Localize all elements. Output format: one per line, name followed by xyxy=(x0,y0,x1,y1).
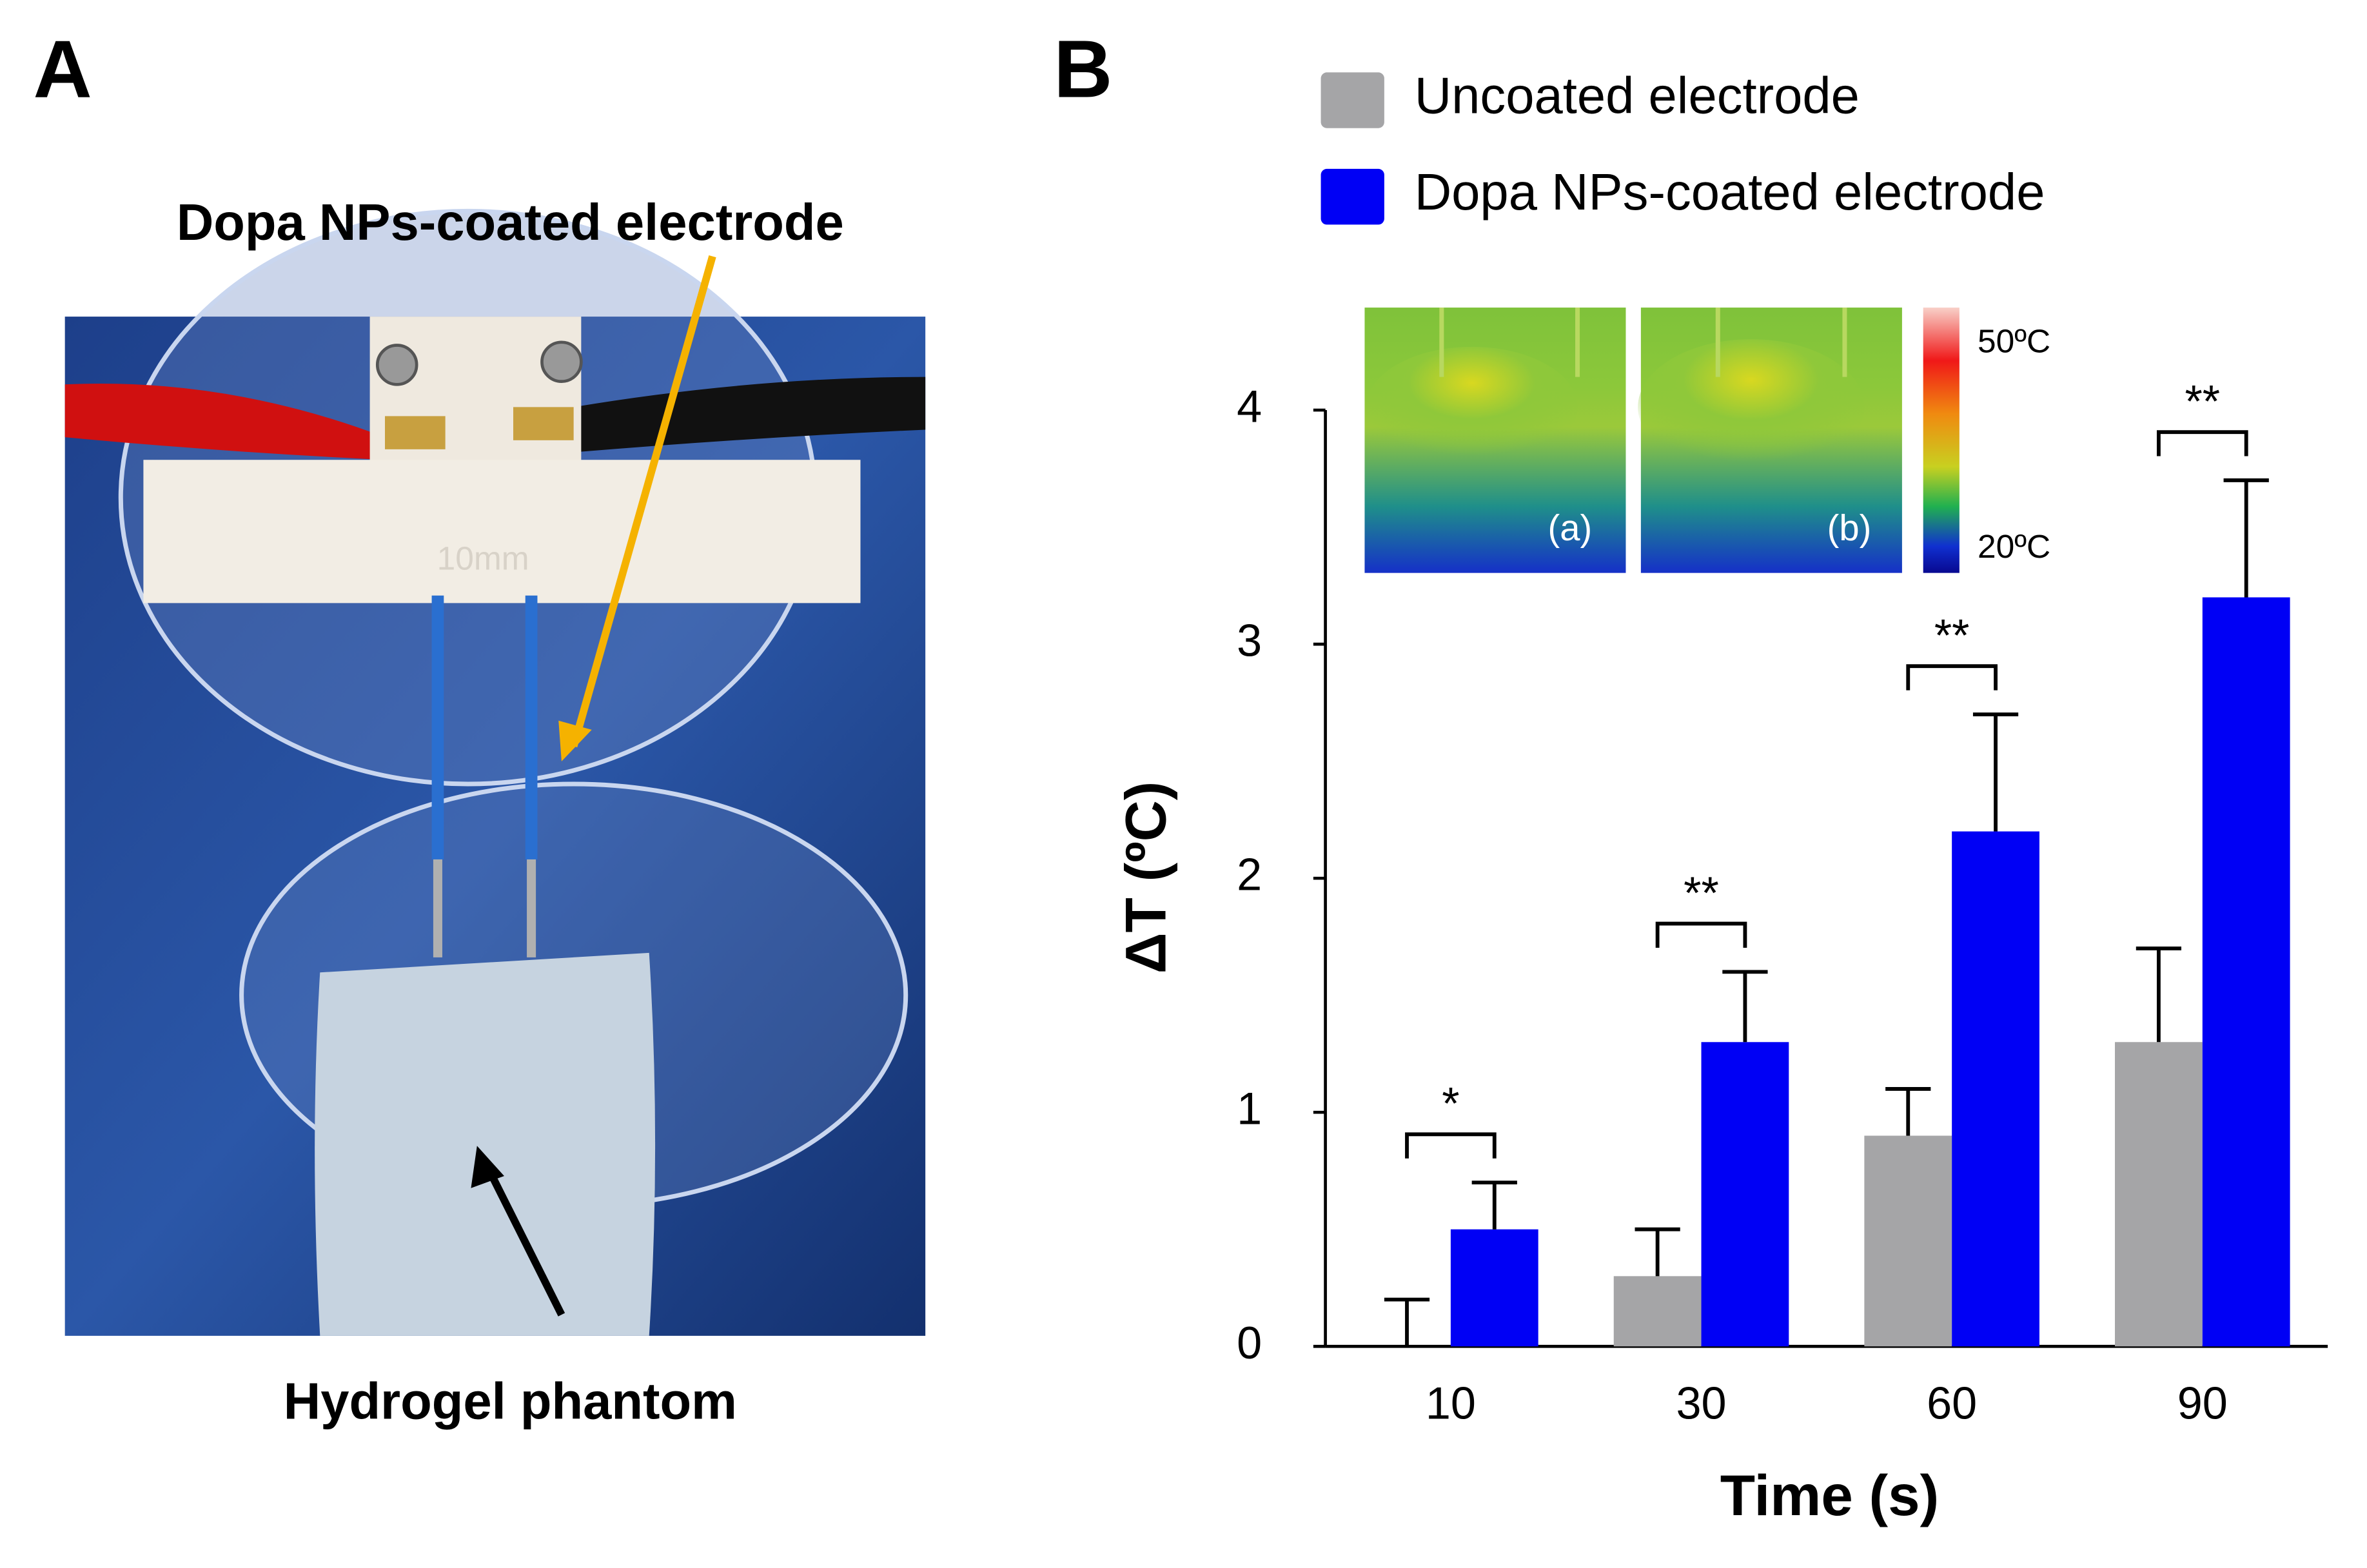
scale-label: 20ºC xyxy=(1978,527,2050,565)
scale-label: 50ºC xyxy=(1978,322,2050,360)
inset-label: (a) xyxy=(1548,507,1593,548)
y-axis-title: ΔT (ºC) xyxy=(1114,781,1177,974)
thermal-inset xyxy=(1364,308,1959,573)
legend-label: Dopa NPs-coated electrode xyxy=(1415,163,2045,220)
error-bar xyxy=(1471,1181,1517,1230)
bar xyxy=(1952,831,2039,1347)
x-tick-label: 10 xyxy=(1426,1377,1476,1428)
panel-label: A xyxy=(34,23,92,114)
photo-label: Hydrogel phantom xyxy=(284,1372,737,1429)
bar xyxy=(2202,597,2290,1347)
bar xyxy=(2115,1042,2203,1347)
error-bar xyxy=(2223,478,2269,598)
x-tick-label: 60 xyxy=(1927,1377,1977,1428)
panel-label: B xyxy=(1054,23,1112,114)
y-tick-label: 3 xyxy=(1237,615,1262,666)
significance-label: ** xyxy=(1934,610,1970,661)
photo: 10mm xyxy=(64,208,926,1336)
error-bar xyxy=(1722,970,1768,1043)
significance-bracket xyxy=(2156,430,2248,456)
significance-bracket xyxy=(1906,664,1998,691)
y-tick-label: 0 xyxy=(1237,1317,1262,1368)
significance-label: ** xyxy=(2185,376,2220,427)
error-bar xyxy=(1635,1227,1680,1277)
legend-label: Uncoated electrode xyxy=(1415,66,1860,124)
error-bar xyxy=(1384,1297,1430,1347)
significance-label: ** xyxy=(1684,867,1719,918)
error-bar xyxy=(1885,1086,1931,1136)
significance-bracket xyxy=(1405,1132,1497,1159)
legend-swatch xyxy=(1321,168,1384,225)
error-bar xyxy=(2136,946,2182,1043)
bar xyxy=(1450,1229,1538,1347)
holder-text: 10mm xyxy=(437,540,529,577)
error-bar xyxy=(1972,712,2019,832)
significance-label: * xyxy=(1442,1078,1459,1129)
bar xyxy=(1864,1135,1952,1347)
bar xyxy=(1701,1042,1789,1347)
legend-swatch xyxy=(1321,72,1384,128)
y-tick-label: 4 xyxy=(1237,381,1262,432)
bar xyxy=(1613,1276,1702,1347)
x-axis-title: Time (s) xyxy=(1720,1464,1939,1527)
significance-bracket xyxy=(1655,921,1747,948)
inset-label: (b) xyxy=(1827,507,1872,548)
y-tick-label: 2 xyxy=(1237,849,1262,900)
y-tick-label: 1 xyxy=(1237,1083,1262,1134)
x-tick-label: 90 xyxy=(2177,1377,2228,1428)
photo-label: Dopa NPs-coated electrode xyxy=(177,193,844,251)
x-tick-label: 30 xyxy=(1676,1377,1726,1428)
